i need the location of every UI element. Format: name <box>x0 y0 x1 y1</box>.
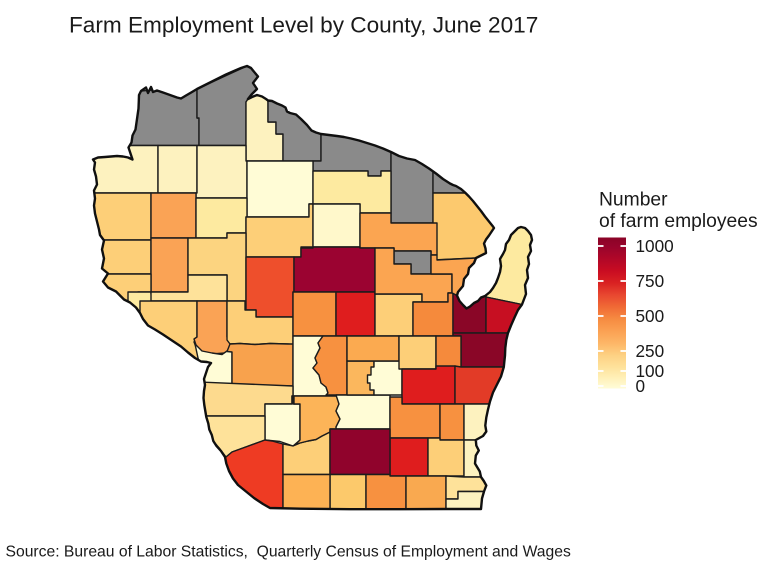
svg-text:500: 500 <box>636 306 665 326</box>
svg-text:Source: Bureau of Labor Statis: Source: Bureau of Labor Statistics, Quar… <box>6 544 571 561</box>
svg-text:0: 0 <box>636 376 646 396</box>
svg-text:1000: 1000 <box>636 236 674 256</box>
svg-text:250: 250 <box>636 341 665 361</box>
svg-text:Farm Employment Level by Count: Farm Employment Level by County, June 20… <box>69 13 538 38</box>
svg-text:100: 100 <box>636 361 665 381</box>
svg-text:of farm employees: of farm employees <box>599 211 758 232</box>
svg-text:750: 750 <box>636 271 665 291</box>
svg-text:Number: Number <box>599 190 668 211</box>
